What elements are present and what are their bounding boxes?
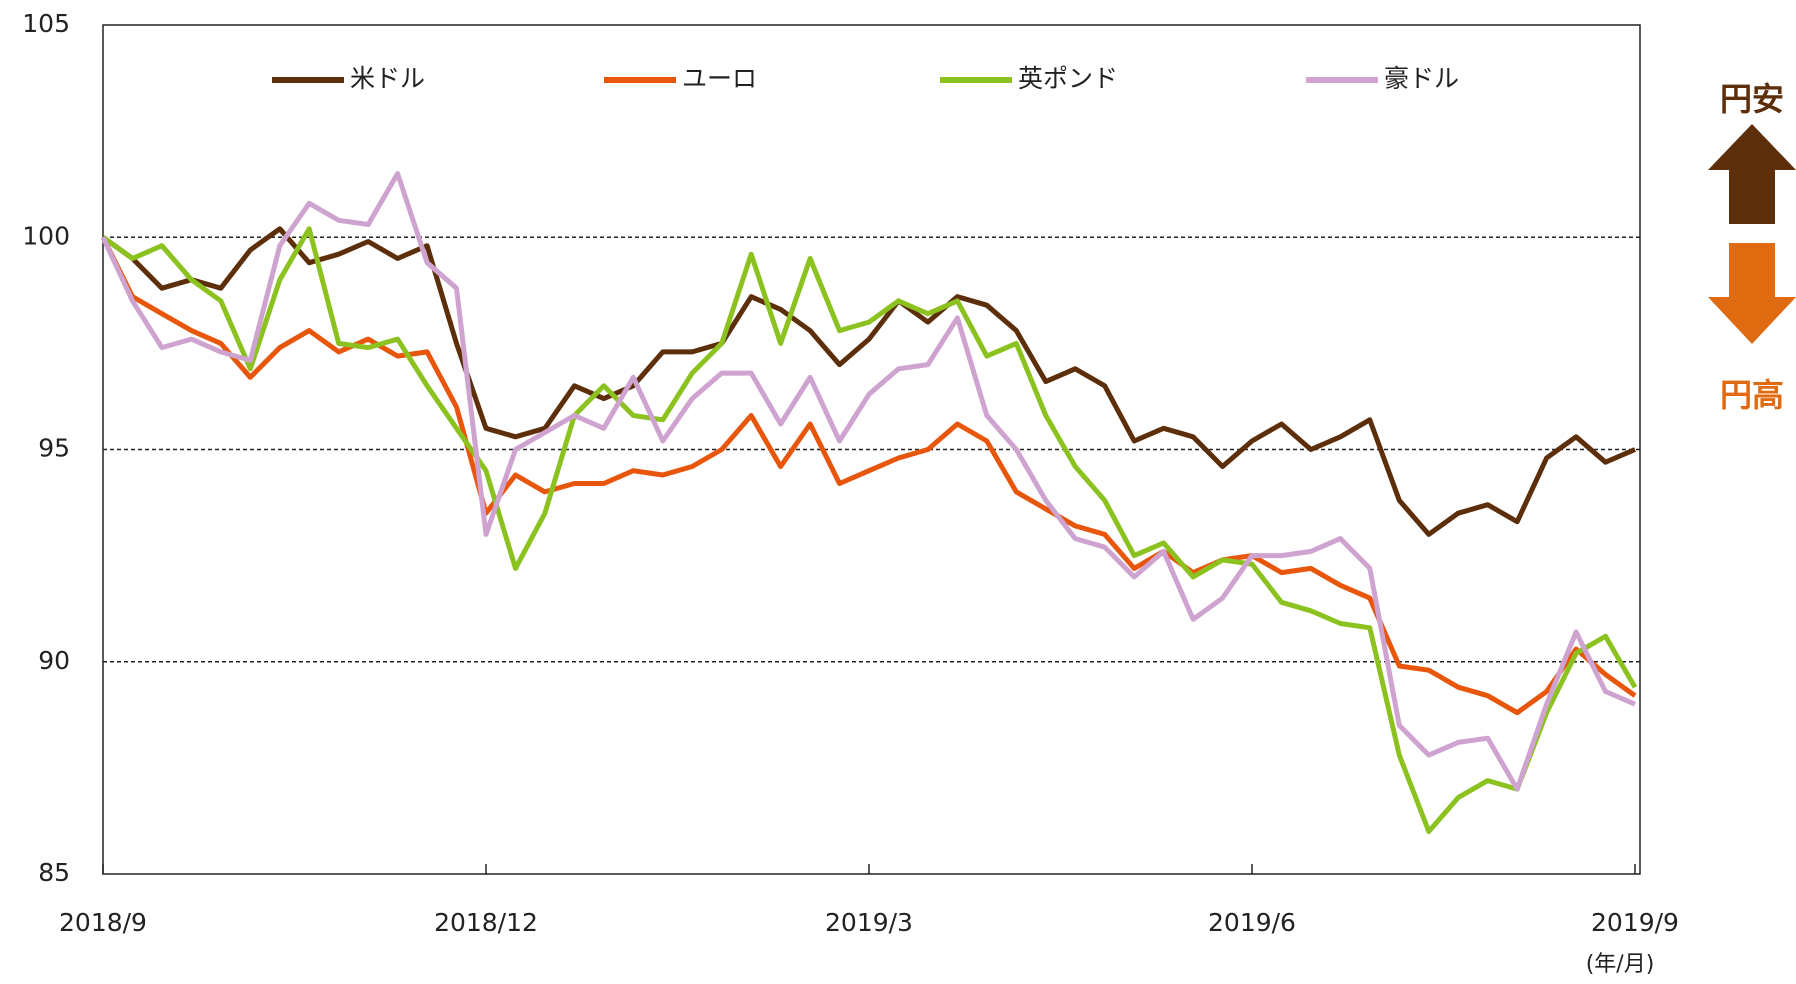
legend-label: 米ドル — [350, 64, 425, 93]
legend-label: 英ポンド — [1018, 64, 1118, 93]
legend-label: ユーロ — [682, 64, 757, 93]
x-tick-label: 2019/3 — [825, 908, 913, 937]
y-tick-label: 95 — [38, 434, 70, 463]
series-line — [100, 236, 1637, 716]
arrow-up — [1708, 124, 1796, 224]
annotation-down: 円高 — [1720, 376, 1784, 414]
y-tick-label: 105 — [22, 9, 70, 38]
x-tick-label: 2018/9 — [59, 908, 147, 937]
annotation-up: 円安 — [1720, 80, 1784, 118]
y-tick-label: 85 — [38, 858, 70, 887]
x-unit-label: (年/月) — [1586, 952, 1655, 977]
series-line — [100, 171, 1636, 792]
y-tick-label: 90 — [38, 646, 70, 675]
series-line — [101, 226, 1638, 834]
legend-label: 豪ドル — [1384, 64, 1459, 93]
arrow-down — [1708, 243, 1796, 344]
x-tick-label: 2019/9 — [1591, 908, 1679, 937]
plot-frame — [102, 24, 1641, 875]
series-line — [101, 226, 1636, 537]
x-tick-label: 2018/12 — [434, 908, 538, 937]
x-tick-label: 2019/6 — [1208, 908, 1296, 937]
y-tick-label: 100 — [22, 221, 70, 250]
